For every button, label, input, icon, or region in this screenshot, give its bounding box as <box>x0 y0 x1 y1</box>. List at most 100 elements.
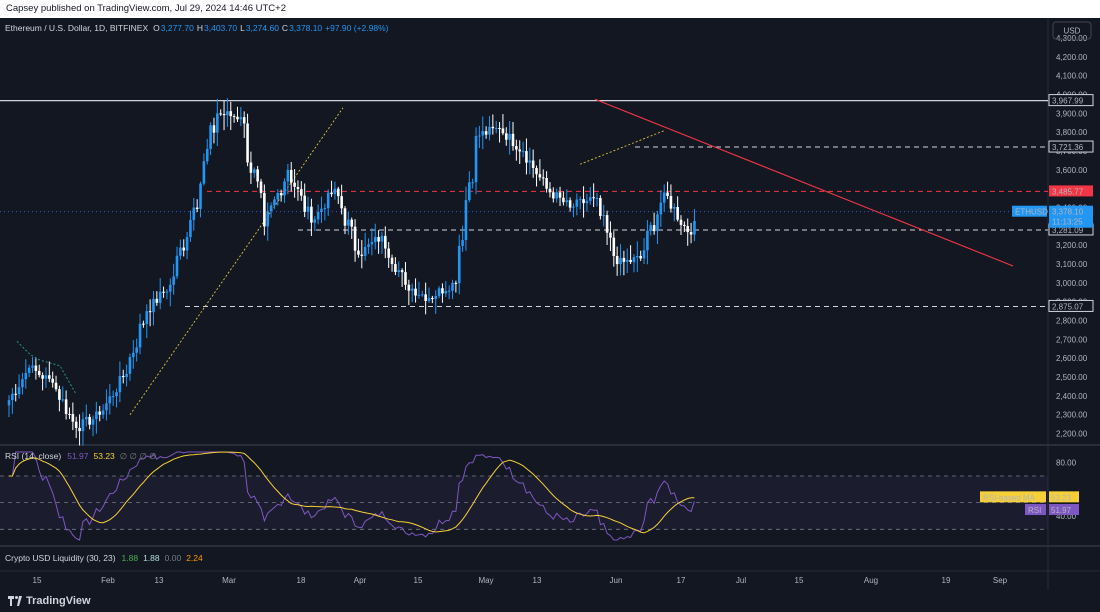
price-tick-label: 3,000.00 <box>1056 279 1088 288</box>
price-tick-label: 2,300.00 <box>1056 411 1088 420</box>
candle-body <box>158 291 162 303</box>
rsi-ma-tag-value-bg <box>1049 491 1079 503</box>
candle-body <box>464 200 468 241</box>
price-tick-label: 3,800.00 <box>1056 128 1088 137</box>
candle-body <box>333 188 337 195</box>
candle-body <box>320 208 323 212</box>
candle-body <box>538 174 542 178</box>
candle-body <box>441 288 444 294</box>
candle-body <box>629 259 632 263</box>
legend-change: +97.90 (+2.98%) <box>325 23 388 33</box>
candle-body <box>622 257 626 262</box>
symbol-tag-bg <box>1012 205 1047 217</box>
candle-body <box>175 255 179 277</box>
candle-body <box>121 376 125 378</box>
candle-body <box>14 393 18 395</box>
candle-body <box>669 195 673 209</box>
price-tick-label: 4,100.00 <box>1056 72 1088 81</box>
candle-body <box>88 416 91 425</box>
candle-body <box>105 403 108 411</box>
legend-l-label: L <box>240 23 245 33</box>
candle-body <box>142 323 145 325</box>
legend-o-value: 3,277.70 <box>161 23 194 33</box>
candle-body <box>17 387 21 395</box>
candle-body <box>588 197 592 201</box>
candle-body <box>545 178 548 189</box>
candle-body <box>400 270 404 273</box>
candle-body <box>568 200 572 208</box>
level-tag-bg <box>1048 299 1094 312</box>
candle-body <box>494 127 498 129</box>
candle-body <box>511 133 515 147</box>
candle-body <box>578 199 582 201</box>
candle-body <box>252 169 256 173</box>
grid <box>0 18 1100 590</box>
candle-body <box>535 168 538 175</box>
candle-body <box>343 208 347 226</box>
candle-body <box>300 189 303 196</box>
candle-body <box>276 193 280 200</box>
candle-body <box>592 197 595 199</box>
candle-body <box>313 219 317 223</box>
candle-body <box>111 396 115 398</box>
candle-body <box>199 183 202 210</box>
candle-body <box>582 199 585 204</box>
candle-body <box>125 373 128 378</box>
candle-body <box>269 205 273 212</box>
legend-c-value: 3,378.10 <box>289 23 322 33</box>
candle-body <box>41 375 44 379</box>
candle-body <box>232 116 236 118</box>
rsi-ma-value: 53.23 <box>94 451 116 461</box>
candle-body <box>357 250 360 255</box>
candle-body <box>397 270 401 273</box>
legend-c-label: C <box>282 23 288 33</box>
candle-body <box>659 202 663 215</box>
candle-body <box>377 237 380 242</box>
candle-body <box>484 131 488 135</box>
candle-body <box>642 250 646 259</box>
candle-body <box>531 160 535 169</box>
time-tick-label: 17 <box>677 576 686 585</box>
candle-body <box>239 117 243 120</box>
candle-body <box>595 198 599 200</box>
symbol-tag: ETHUSD <box>1015 208 1048 217</box>
candle-body <box>310 206 313 223</box>
legend-o-label: O <box>153 23 160 33</box>
legend-h-value: 3,403.70 <box>204 23 237 33</box>
candle-body <box>605 215 609 233</box>
candle-body <box>558 192 562 198</box>
level-tag-bg <box>1048 94 1094 107</box>
candle-body <box>266 211 270 227</box>
time-tick-label: May <box>478 576 493 585</box>
tradingview-logo-icon <box>8 596 22 606</box>
candle-body <box>128 357 132 374</box>
candle-body <box>575 199 579 207</box>
legends: Ethereum / U.S. Dollar, 1D, BITFINEX O 3,2… <box>5 23 389 563</box>
candle-body <box>263 192 266 227</box>
candle-body <box>404 272 407 285</box>
candle-body <box>615 256 619 265</box>
level-tag-bg <box>1049 185 1093 197</box>
candle-body <box>468 182 471 201</box>
candle-body <box>410 288 414 291</box>
rsi-pane <box>0 451 1048 541</box>
candle-body <box>101 410 105 415</box>
candle-body <box>572 206 575 208</box>
candle-body <box>491 126 495 129</box>
support-trendline <box>579 129 666 165</box>
candle-body <box>71 414 75 422</box>
candle-body <box>541 177 545 179</box>
candle-body <box>222 113 226 116</box>
time-tick-label: 15 <box>795 576 804 585</box>
time-tick-label: Mar <box>222 576 236 585</box>
price-tick-label: 2,700.00 <box>1056 335 1088 344</box>
price-tick-label: 3,900.00 <box>1056 109 1088 118</box>
candle-body <box>632 257 636 263</box>
candle-body <box>249 162 253 173</box>
price-chart[interactable]: 4,300.004,200.004,100.004,000.003,900.00… <box>0 18 1100 590</box>
candle-body <box>68 413 71 415</box>
candle-body <box>168 284 172 292</box>
time-tick-label: Jul <box>736 576 746 585</box>
candle-body <box>296 186 300 190</box>
candle-body <box>390 257 394 264</box>
